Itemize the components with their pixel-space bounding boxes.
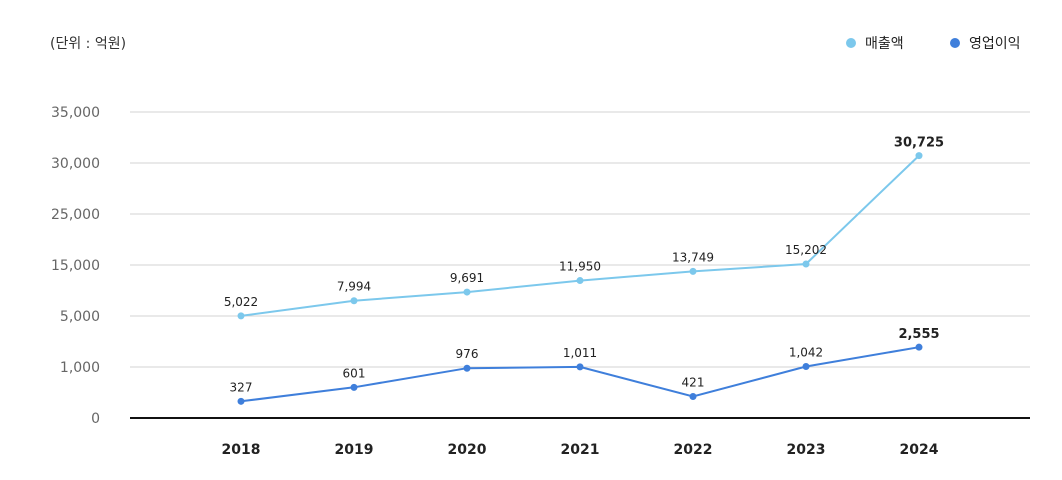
series-operating-profit: 327 601 976 1,011 421 1,042 2,555 (230, 327, 940, 405)
data-label: 5,022 (224, 295, 258, 309)
y-axis: 0 1,000 5,000 15,000 25,000 30,000 35,000 (51, 105, 100, 427)
data-label: 976 (456, 347, 479, 361)
data-point (463, 288, 471, 296)
data-label: 11,950 (559, 260, 601, 274)
data-label: 7,994 (337, 280, 371, 294)
data-label: 1,011 (563, 346, 597, 360)
legend: 매출액 영업이익 (846, 36, 1021, 52)
x-tick-label: 2021 (561, 442, 600, 458)
data-point (237, 397, 245, 405)
data-point (915, 152, 923, 160)
y-tick-label: 30,000 (51, 156, 100, 172)
data-label: 421 (682, 376, 705, 390)
data-label: 13,749 (672, 250, 714, 264)
data-point (802, 260, 810, 268)
y-tick-label: 0 (91, 411, 100, 427)
y-tick-label: 25,000 (51, 207, 100, 223)
data-point (350, 383, 358, 391)
legend-label-revenue: 매출액 (865, 36, 904, 52)
x-tick-label: 2018 (222, 442, 261, 458)
legend-label-operating-profit: 영업이익 (969, 36, 1021, 52)
series-revenue: 5,022 7,994 9,691 11,950 13,749 15,202 30,725 (224, 136, 944, 320)
data-label: 327 (230, 380, 253, 394)
legend-marker-revenue (846, 38, 856, 48)
data-point (689, 267, 697, 275)
data-label: 9,691 (450, 271, 484, 285)
data-point (915, 343, 923, 351)
x-axis: 2018 2019 2020 2021 2022 2023 2024 (222, 442, 939, 458)
data-label: 30,725 (894, 136, 944, 151)
y-tick-label: 5,000 (60, 309, 100, 325)
y-tick-label: 15,000 (51, 258, 100, 274)
x-tick-label: 2022 (674, 442, 713, 458)
x-tick-label: 2024 (900, 442, 939, 458)
data-label: 1,042 (789, 345, 823, 359)
data-label: 2,555 (898, 327, 939, 342)
y-tick-label: 1,000 (60, 360, 100, 376)
y-tick-label: 35,000 (51, 105, 100, 121)
data-label: 601 (343, 366, 366, 380)
data-point (463, 364, 471, 372)
x-tick-label: 2023 (787, 442, 826, 458)
data-point (802, 362, 810, 370)
x-tick-label: 2019 (335, 442, 374, 458)
data-point (350, 297, 358, 305)
series-layer: 5,022 7,994 9,691 11,950 13,749 15,202 30,725 3… (224, 136, 944, 405)
gridlines (130, 111, 1030, 419)
data-point (576, 277, 584, 285)
data-label: 15,202 (785, 243, 827, 257)
unit-label: (단위 : 억원) (50, 36, 126, 52)
data-point (237, 312, 245, 320)
data-point (689, 393, 697, 401)
legend-marker-operating-profit (950, 38, 960, 48)
x-tick-label: 2020 (448, 442, 487, 458)
data-point (576, 363, 584, 371)
